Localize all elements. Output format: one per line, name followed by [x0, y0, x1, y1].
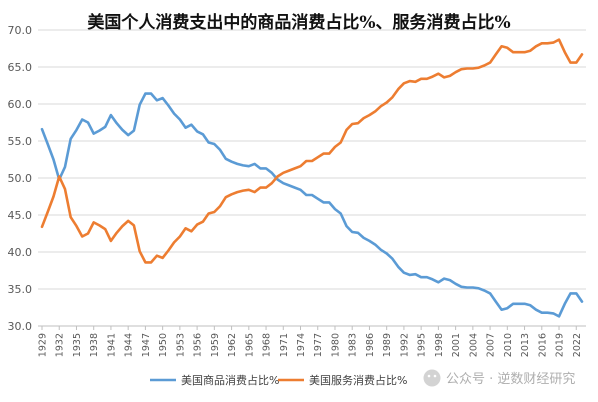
y-tick-label: 70.0 — [8, 24, 33, 37]
x-tick-label: 1947 — [141, 333, 152, 357]
x-tick-label: 1986 — [365, 333, 376, 357]
x-tick-label: 1968 — [262, 333, 273, 357]
legend-label: 美国商品消费占比% — [181, 373, 279, 387]
x-tick-label: 1983 — [348, 333, 359, 357]
series-line-goods — [40, 92, 584, 318]
x-tick-label: 1956 — [193, 333, 204, 357]
x-tick-label: 1959 — [210, 333, 221, 357]
y-tick-label: 35.0 — [8, 283, 33, 296]
x-tick-label: 1944 — [124, 333, 135, 357]
x-tick-label: 1992 — [399, 333, 410, 357]
grid-layer — [38, 29, 586, 290]
watermark-text: 公众号 · 逆数财经研究 — [446, 371, 575, 387]
y-tick-label: 40.0 — [8, 246, 33, 259]
x-tick-label: 2001 — [451, 333, 462, 357]
x-tick-label: 2007 — [486, 333, 497, 357]
x-tick-label: 1932 — [55, 333, 66, 357]
x-tick-label: 2016 — [537, 333, 548, 357]
series-line-services — [40, 38, 584, 264]
x-tick-label: 2013 — [520, 333, 531, 357]
wechat-official-account-icon — [423, 369, 441, 387]
y-tick-label: 30.0 — [8, 320, 33, 333]
x-tick-label: 1977 — [313, 333, 324, 357]
series-layer — [40, 38, 584, 318]
watermark: 公众号 · 逆数财经研究 — [423, 369, 575, 387]
x-tick-label: 1989 — [382, 333, 393, 357]
x-tick-label: 2004 — [468, 333, 479, 357]
x-tick-label: 1980 — [330, 333, 341, 357]
x-tick-label: 1974 — [296, 333, 307, 357]
y-tick-label: 60.0 — [8, 98, 33, 111]
y-tick-label: 45.0 — [8, 209, 33, 222]
x-tick-label: 2010 — [503, 333, 514, 357]
x-tick-label: 1929 — [38, 333, 49, 357]
x-tick-label: 1995 — [417, 333, 428, 357]
x-tick-label: 1962 — [227, 333, 238, 357]
x-tick-label: 1938 — [89, 333, 100, 357]
x-tick-label: 1965 — [244, 333, 255, 357]
x-tick-label: 1971 — [279, 333, 290, 357]
x-tick-label: 1998 — [434, 333, 445, 357]
axis-layer: 30.0 35.0 40.0 45.0 50.0 55.0 60.0 65.0 70.0 1929… — [8, 24, 586, 357]
legend: 美国商品消费占比% 美国服务消费占比% — [150, 373, 407, 387]
y-tick-label: 55.0 — [8, 135, 33, 148]
x-tick-label: 1941 — [106, 333, 117, 357]
x-tick-label: 1950 — [158, 333, 169, 357]
chart-title: 美国个人消费支出中的商品消费占比%、服务消费占比% — [87, 12, 510, 33]
x-tick-label: 1935 — [72, 333, 83, 357]
x-tick-label: 2019 — [555, 333, 566, 357]
x-tick-label: 2022 — [572, 333, 583, 357]
y-tick-label: 65.0 — [8, 61, 33, 74]
y-tick-label: 50.0 — [8, 172, 33, 185]
x-tick-label: 1953 — [175, 333, 186, 357]
legend-label: 美国服务消费占比% — [309, 373, 407, 387]
